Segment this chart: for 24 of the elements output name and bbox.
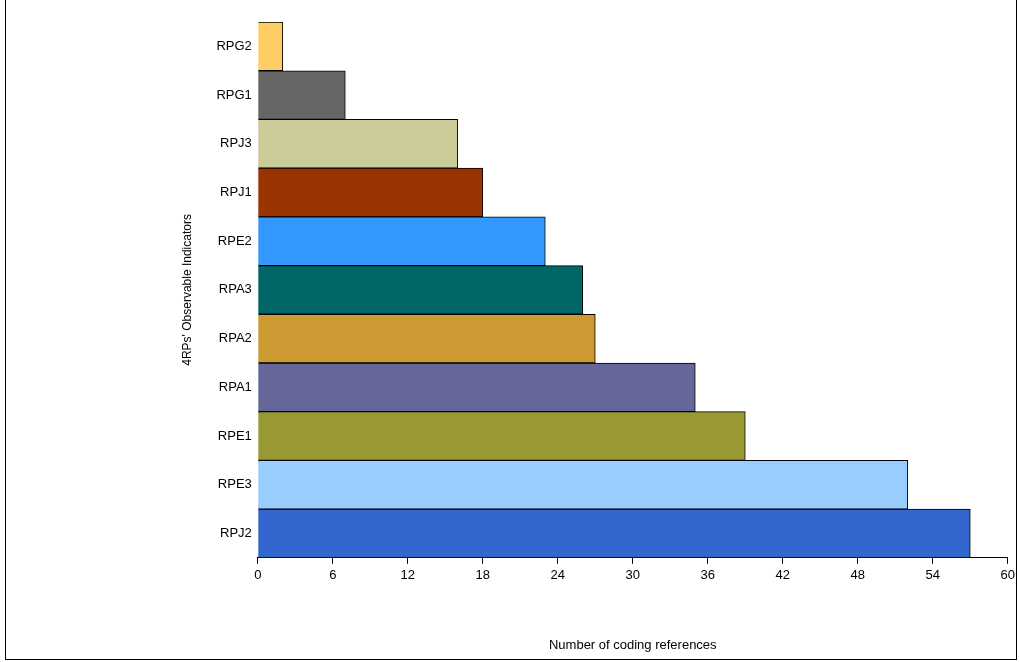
y-tick-label: RPG1 [216, 86, 252, 102]
y-tick-label: RPE3 [217, 476, 252, 492]
y-tick-label: RPJ1 [220, 184, 252, 200]
x-tick-label: 30 [625, 567, 641, 583]
x-tick-label: 0 [254, 567, 262, 583]
x-tick-label: 54 [925, 567, 941, 583]
y-axis-title: 4RPs' Observable Indicators [179, 214, 194, 366]
y-tick-label: RPJ3 [220, 135, 252, 151]
y-tick-label: RPA2 [218, 330, 252, 346]
x-tick-label: 24 [550, 567, 566, 583]
y-tick-label: RPA1 [218, 378, 252, 394]
y-tick-label: RPE2 [217, 232, 252, 248]
x-tick-label: 48 [850, 567, 866, 583]
x-tick-label: 18 [475, 567, 491, 583]
y-tick-label: RPA3 [218, 281, 252, 297]
x-tick-label: 12 [400, 567, 416, 583]
x-tick-label: 6 [329, 567, 337, 583]
x-tick-label: 36 [700, 567, 716, 583]
x-tick-label: 60 [1000, 567, 1015, 583]
y-tick-label: RPG2 [216, 37, 252, 53]
x-tick-label: 42 [775, 567, 791, 583]
y-tick-label: RPJ2 [220, 525, 252, 541]
x-axis-title: Number of coding references [548, 636, 718, 652]
y-tick-label: RPE1 [217, 427, 252, 443]
